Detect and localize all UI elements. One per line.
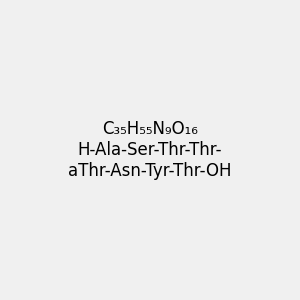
- Text: C₃₅H₅₅N₉O₁₆
H-Ala-Ser-Thr-Thr-
aThr-Asn-Tyr-Thr-OH: C₃₅H₅₅N₉O₁₆ H-Ala-Ser-Thr-Thr- aThr-Asn-…: [68, 120, 232, 180]
